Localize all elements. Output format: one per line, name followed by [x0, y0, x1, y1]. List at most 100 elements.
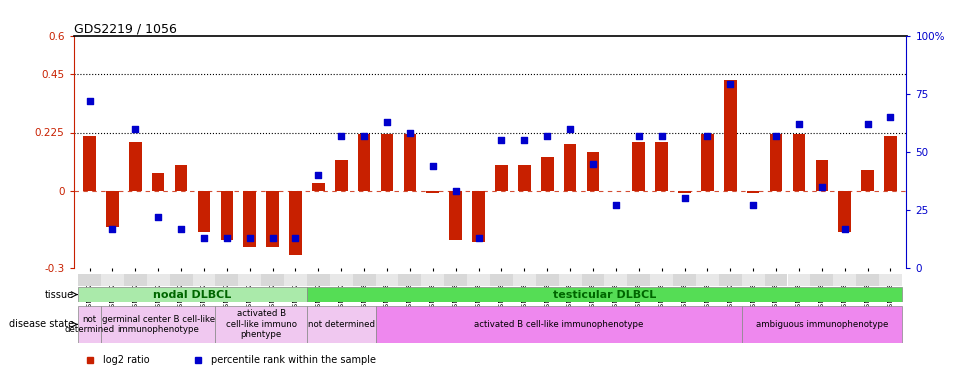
Bar — [174, 165, 187, 190]
Bar — [518, 165, 530, 190]
Point — [448, 188, 464, 194]
Point — [311, 172, 326, 178]
Bar — [375, 306, 742, 343]
Bar — [861, 170, 874, 190]
Point — [379, 118, 395, 124]
Bar — [243, 190, 256, 248]
Bar — [307, 306, 375, 343]
Bar — [467, 274, 490, 286]
Point — [242, 235, 258, 241]
Bar — [564, 144, 576, 190]
Text: ambiguous immunophenotype: ambiguous immunophenotype — [756, 320, 888, 329]
Bar — [123, 274, 147, 286]
Bar — [284, 274, 307, 286]
Point — [539, 133, 555, 139]
Bar — [656, 141, 668, 190]
Text: testicular DLBCL: testicular DLBCL — [553, 290, 656, 300]
Bar — [78, 274, 101, 286]
Bar — [884, 136, 897, 190]
Bar — [375, 274, 399, 286]
Bar — [879, 274, 902, 286]
Point — [402, 130, 417, 136]
Point — [470, 235, 486, 241]
Bar — [101, 306, 216, 343]
Point — [608, 202, 623, 208]
Bar — [198, 190, 211, 232]
Bar — [495, 165, 508, 190]
Bar — [78, 287, 307, 302]
Bar — [380, 134, 393, 190]
Point — [654, 133, 669, 139]
Point — [631, 133, 647, 139]
Bar — [404, 134, 416, 190]
Bar — [673, 274, 696, 286]
Bar — [815, 160, 828, 190]
Bar — [335, 160, 348, 190]
Bar — [696, 274, 719, 286]
Text: disease state: disease state — [9, 320, 74, 329]
Bar — [764, 274, 788, 286]
Point — [768, 133, 784, 139]
Bar — [719, 274, 742, 286]
Text: not
determined: not determined — [65, 315, 115, 334]
Bar — [742, 306, 902, 343]
Bar — [426, 190, 439, 193]
Bar — [793, 134, 806, 190]
Bar — [152, 172, 165, 190]
Text: percentile rank within the sample: percentile rank within the sample — [211, 355, 376, 365]
Bar — [627, 274, 650, 286]
Bar — [106, 190, 119, 227]
Bar — [742, 274, 764, 286]
Text: germinal center B cell-like
immunophenotype: germinal center B cell-like immunophenot… — [102, 315, 215, 334]
Point — [173, 226, 189, 232]
Point — [700, 133, 715, 139]
Point — [883, 114, 899, 120]
Bar — [216, 306, 307, 343]
Point — [219, 235, 234, 241]
Bar — [358, 134, 370, 190]
Bar — [261, 274, 284, 286]
Bar — [83, 136, 96, 190]
Bar — [216, 274, 238, 286]
Bar — [490, 274, 513, 286]
Point — [357, 133, 372, 139]
Point — [676, 195, 692, 201]
Bar — [788, 274, 810, 286]
Point — [791, 121, 807, 127]
Bar — [78, 306, 101, 343]
Point — [333, 133, 349, 139]
Bar — [724, 80, 737, 190]
Bar — [541, 157, 554, 190]
Bar — [307, 274, 330, 286]
Bar — [605, 274, 627, 286]
Bar — [472, 190, 485, 242]
Text: nodal DLBCL: nodal DLBCL — [154, 290, 231, 300]
Point — [722, 81, 738, 87]
Bar — [192, 274, 216, 286]
Bar — [450, 190, 462, 240]
Bar — [129, 141, 141, 190]
Bar — [857, 274, 879, 286]
Point — [425, 163, 441, 169]
Point — [81, 98, 97, 104]
Bar — [170, 274, 192, 286]
Point — [288, 235, 304, 241]
Text: activated B cell-like immunophenotype: activated B cell-like immunophenotype — [474, 320, 643, 329]
Bar — [513, 274, 536, 286]
Bar — [101, 274, 123, 286]
Point — [150, 214, 166, 220]
Bar — [330, 274, 353, 286]
Point — [265, 235, 280, 241]
Point — [837, 226, 853, 232]
Bar — [839, 190, 851, 232]
Bar — [238, 274, 261, 286]
Point — [814, 184, 830, 190]
Point — [859, 121, 875, 127]
Bar — [810, 274, 833, 286]
Bar — [632, 141, 645, 190]
Bar — [701, 134, 713, 190]
Point — [105, 226, 121, 232]
Bar — [220, 190, 233, 240]
Bar — [399, 274, 421, 286]
Bar — [536, 274, 559, 286]
